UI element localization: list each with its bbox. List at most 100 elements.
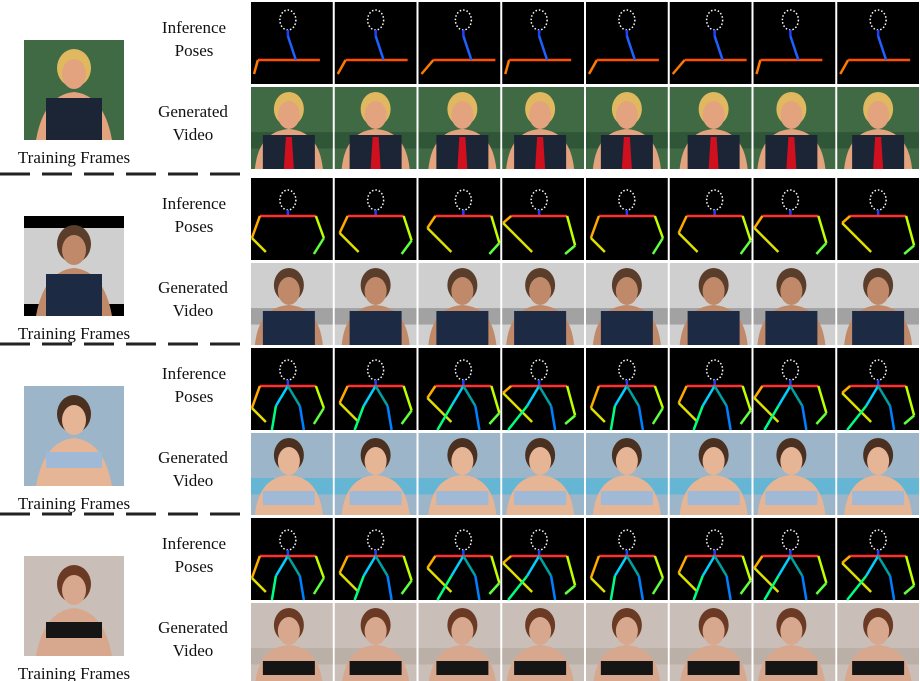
pose-limb bbox=[564, 414, 576, 425]
pose-limb bbox=[753, 567, 780, 593]
tie bbox=[786, 137, 797, 169]
pose-limb bbox=[725, 575, 732, 601]
thumb-face bbox=[62, 59, 86, 89]
person-face bbox=[277, 101, 300, 129]
person-face bbox=[867, 617, 890, 645]
pose-limb bbox=[589, 237, 606, 253]
pose-limb bbox=[763, 575, 780, 601]
pose-limb bbox=[338, 555, 349, 574]
pose-limb bbox=[625, 555, 640, 577]
pose-limb bbox=[777, 555, 792, 577]
pose-limb bbox=[252, 59, 260, 75]
pose-limb bbox=[488, 412, 501, 425]
pose-limb bbox=[904, 385, 916, 416]
person-clothes bbox=[765, 311, 818, 345]
pose-limb bbox=[488, 582, 501, 595]
pose-frame bbox=[502, 2, 584, 84]
pose-limb bbox=[817, 385, 828, 414]
pose-limb bbox=[250, 407, 267, 423]
pose-limb bbox=[502, 215, 512, 224]
pose-limb bbox=[817, 215, 828, 244]
pose-limb bbox=[841, 555, 851, 564]
person-face bbox=[615, 617, 638, 645]
pose-limb bbox=[739, 579, 752, 595]
pose-limb bbox=[400, 239, 413, 255]
pose-limb bbox=[250, 555, 262, 579]
pose-limb bbox=[386, 575, 393, 601]
pose-limb bbox=[402, 555, 413, 581]
pose-limb bbox=[420, 59, 435, 75]
person-face bbox=[615, 447, 638, 475]
person-clothes bbox=[765, 661, 818, 675]
pose-limb bbox=[753, 215, 764, 229]
person-clothes bbox=[514, 661, 567, 675]
pose-limb bbox=[753, 227, 780, 253]
person-clothes bbox=[765, 491, 818, 505]
pose-limb bbox=[846, 405, 868, 431]
pose-limb bbox=[653, 385, 665, 409]
pose-limb bbox=[538, 385, 553, 407]
tie bbox=[708, 137, 719, 169]
pose-limb bbox=[789, 385, 804, 407]
training-label: Training Frames bbox=[17, 148, 131, 167]
video-label: Generated Video bbox=[158, 618, 228, 660]
pose-limb bbox=[374, 555, 389, 577]
pose-limb bbox=[400, 579, 413, 595]
pose-frame bbox=[669, 2, 752, 84]
pose-frame bbox=[837, 2, 919, 84]
pose-limb bbox=[537, 35, 549, 61]
pose-limb bbox=[507, 405, 529, 431]
person-clothes bbox=[852, 491, 905, 505]
person-clothes bbox=[349, 311, 402, 345]
person-clothes bbox=[514, 311, 567, 345]
pose-limb bbox=[692, 405, 704, 431]
pose-limb bbox=[841, 562, 873, 593]
pose-limb bbox=[609, 575, 617, 601]
pose-limb bbox=[637, 405, 645, 431]
person-face bbox=[867, 101, 890, 129]
pose-limb bbox=[490, 385, 501, 414]
tie bbox=[283, 137, 294, 169]
pose-limb bbox=[502, 392, 534, 423]
pose-limb bbox=[400, 409, 413, 425]
person-face bbox=[451, 101, 474, 129]
pose-frame bbox=[837, 178, 919, 260]
pose-limb bbox=[677, 555, 688, 574]
pose-frame bbox=[334, 348, 417, 430]
pose-limb bbox=[312, 577, 325, 595]
pose-limb bbox=[426, 385, 437, 399]
pose-limb bbox=[877, 555, 892, 577]
person-face bbox=[867, 277, 890, 305]
pose-limb bbox=[904, 215, 916, 246]
pose-limb bbox=[507, 575, 529, 601]
pose-limb bbox=[504, 59, 511, 75]
pose-limb bbox=[502, 562, 534, 593]
pose-limb bbox=[589, 385, 601, 409]
person-clothes bbox=[349, 661, 402, 675]
pose-limb bbox=[250, 577, 267, 593]
pose-limb bbox=[565, 385, 577, 416]
pose-limb bbox=[865, 385, 880, 407]
person-face bbox=[364, 277, 387, 305]
pose-limb bbox=[903, 244, 915, 255]
pose-limb bbox=[777, 385, 792, 407]
pose-limb bbox=[314, 215, 326, 239]
pose-frame bbox=[418, 178, 501, 260]
pose-limb bbox=[362, 555, 377, 577]
thumb-face bbox=[62, 575, 86, 605]
pose-limb bbox=[462, 385, 477, 407]
pose-limb bbox=[753, 555, 764, 569]
pose-limb bbox=[338, 232, 360, 253]
pose-limb bbox=[815, 582, 828, 595]
pose-frame bbox=[418, 348, 501, 430]
pose-frame bbox=[586, 2, 668, 84]
pose-limb bbox=[549, 405, 557, 431]
pose-limb bbox=[753, 385, 764, 399]
pose-limb bbox=[677, 232, 699, 253]
pose-limb bbox=[841, 222, 873, 253]
pose-limb bbox=[653, 555, 665, 579]
pose-limb bbox=[903, 584, 915, 595]
pose-limb bbox=[314, 555, 326, 579]
person-face bbox=[451, 447, 474, 475]
